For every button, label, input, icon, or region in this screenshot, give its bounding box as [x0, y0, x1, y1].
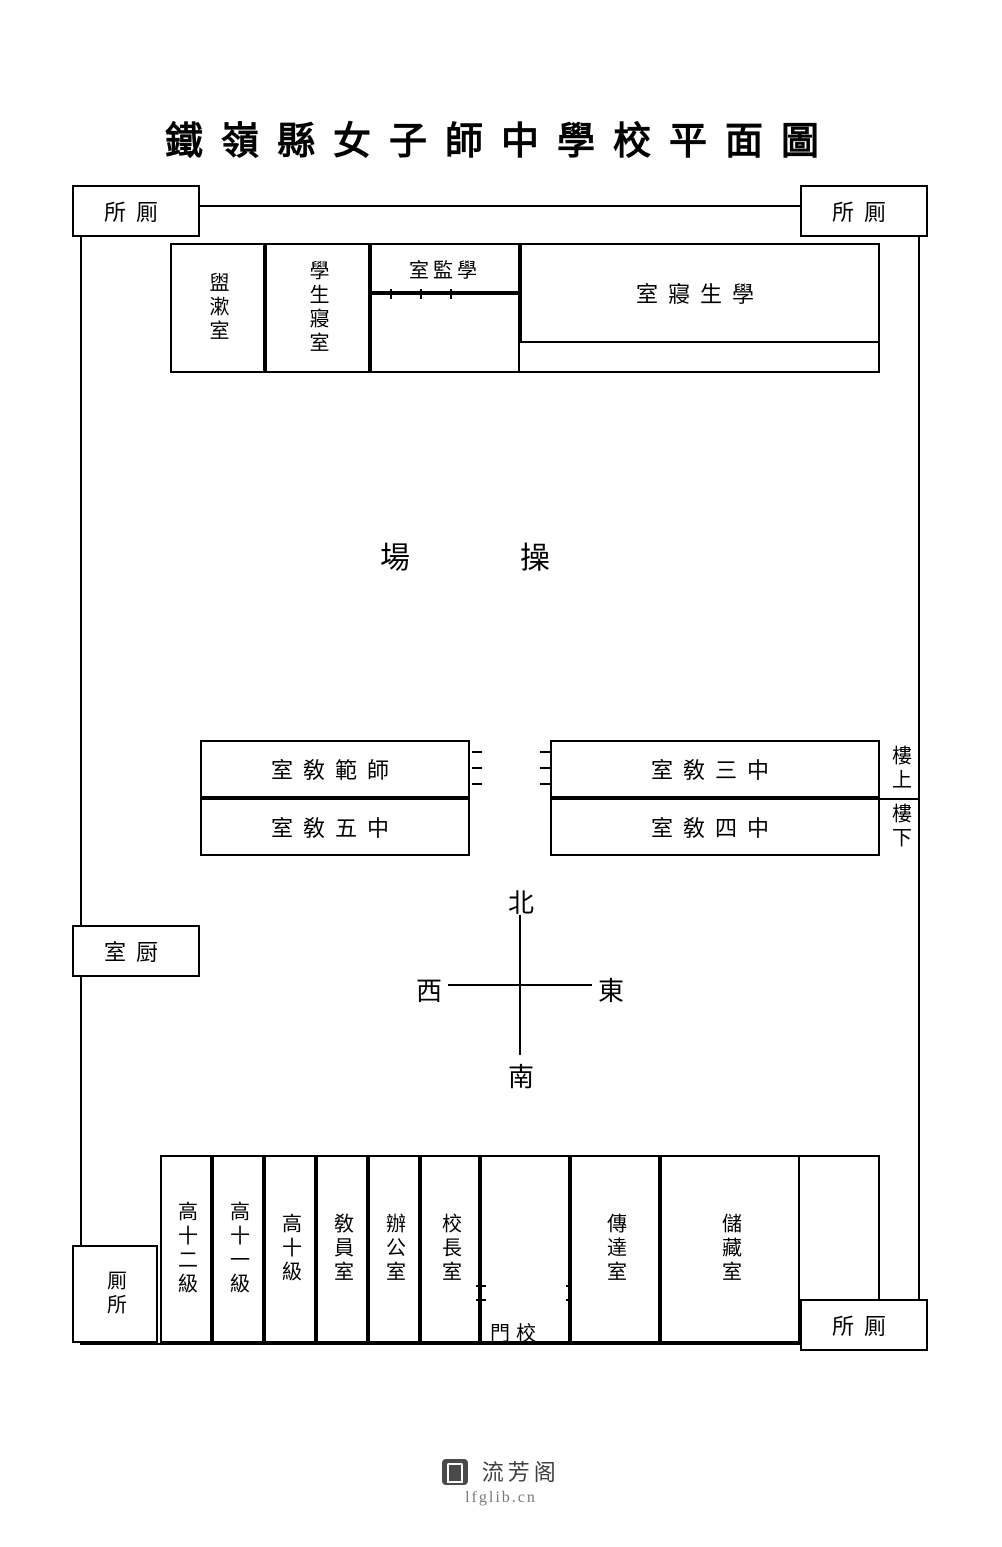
playground-label: 操場	[280, 525, 760, 585]
room-senior11: 高十一級	[212, 1155, 264, 1343]
room-mid4: 中四敎室	[550, 798, 880, 856]
gate-ticks-left	[476, 1281, 486, 1317]
room-toilet-ne: 厠所	[800, 185, 928, 237]
label-toilet-nw: 厠所	[74, 187, 198, 235]
window-ticks-1	[380, 289, 500, 299]
label-staff: 敎員室	[318, 1157, 366, 1341]
label-floor-down: 樓下	[882, 798, 918, 856]
label-wash: 盥漱室	[172, 245, 263, 371]
room-kitchen: 厨室	[72, 925, 200, 977]
room-normal: 師範敎室	[200, 740, 470, 798]
room-mid3: 中三敎室	[550, 740, 880, 798]
label-storage: 儲藏室	[662, 1157, 798, 1341]
label-supervisor: 學監室	[372, 245, 518, 291]
compass: 北 南 東 西	[420, 885, 620, 1085]
footer-url: lfglib.cn	[0, 1489, 1002, 1507]
label-principal: 校長室	[422, 1157, 478, 1341]
room-staff: 敎員室	[316, 1155, 368, 1343]
label-toilet-sw: 厠所	[74, 1247, 156, 1341]
room-gate	[480, 1155, 570, 1343]
room-supervisor-below	[370, 293, 520, 373]
floor-plan: 厠所 厠所 盥漱室 學生寢室 學監室 學生寢室 操場 師範敎室 中三敎室 中五敎…	[80, 185, 920, 1345]
room-office: 辦公室	[368, 1155, 420, 1343]
room-toilet-se: 厠所	[800, 1299, 928, 1351]
compass-n: 北	[508, 883, 534, 920]
window-ticks-3	[548, 745, 558, 793]
book-icon	[442, 1459, 468, 1485]
label-toilet-ne: 厠所	[802, 187, 926, 235]
floor-divider	[880, 798, 920, 800]
window-ticks-2	[472, 745, 482, 793]
room-dorm-left: 學生寢室	[265, 243, 370, 373]
label-playground: 操場	[280, 525, 760, 585]
compass-horizontal	[448, 984, 592, 986]
room-storage: 儲藏室	[660, 1155, 800, 1343]
compass-w: 西	[416, 971, 442, 1008]
compass-e: 東	[598, 971, 624, 1008]
room-supervisor: 學監室	[370, 243, 520, 293]
room-wash: 盥漱室	[170, 243, 265, 373]
label-gate: 校門	[490, 1317, 542, 1346]
label-dorm-right: 學生寢室	[522, 245, 878, 341]
footer-name: 流芳阁	[482, 1460, 560, 1485]
room-senior12: 高十二級	[160, 1155, 212, 1343]
label-kitchen: 厨室	[74, 927, 198, 975]
page-title: 鐵嶺縣女子師中學校平面圖	[0, 110, 1002, 165]
room-toilet-sw: 厠所	[72, 1245, 158, 1343]
label-messenger: 傳達室	[572, 1157, 658, 1341]
label-mid5: 中五敎室	[202, 800, 468, 854]
label-senior10: 高十級	[266, 1157, 314, 1341]
label-normal: 師範敎室	[202, 742, 468, 796]
room-dorm-right: 學生寢室	[520, 243, 880, 343]
label-mid3: 中三敎室	[552, 742, 878, 796]
label-floor-up: 樓上	[882, 740, 918, 798]
label-dorm-left: 學生寢室	[267, 245, 368, 371]
room-toilet-nw: 厠所	[72, 185, 200, 237]
compass-s: 南	[508, 1057, 534, 1094]
text-floor-up: 樓上	[882, 740, 918, 798]
label-senior12: 高十二級	[162, 1157, 210, 1341]
room-mid5: 中五敎室	[200, 798, 470, 856]
label-senior11: 高十一級	[214, 1157, 262, 1341]
label-toilet-se: 厠所	[802, 1301, 926, 1349]
label-office: 辦公室	[370, 1157, 418, 1341]
label-mid4: 中四敎室	[552, 800, 878, 854]
room-messenger: 傳達室	[570, 1155, 660, 1343]
room-senior10: 高十級	[264, 1155, 316, 1343]
footer: 流芳阁 lfglib.cn	[0, 1455, 1002, 1507]
text-floor-down: 樓下	[882, 798, 918, 856]
room-principal: 校長室	[420, 1155, 480, 1343]
